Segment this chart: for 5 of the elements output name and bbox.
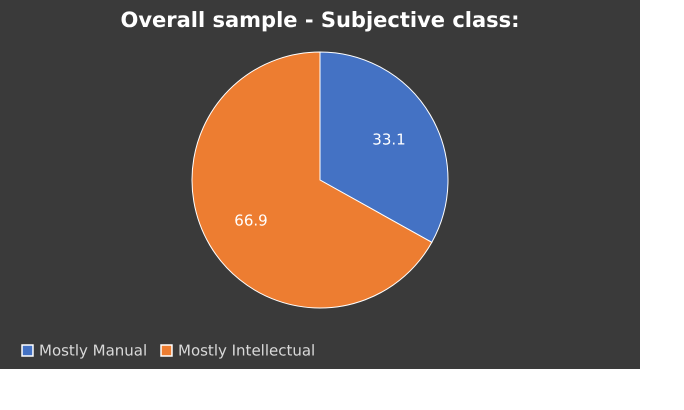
- legend-label: Mostly Manual: [39, 342, 148, 360]
- chart-title: Overall sample - Subjective class:: [120, 8, 520, 32]
- legend-label: Mostly Intellectual: [178, 342, 316, 360]
- data-label: 33.1: [372, 130, 406, 148]
- data-label: 66.9: [234, 212, 268, 230]
